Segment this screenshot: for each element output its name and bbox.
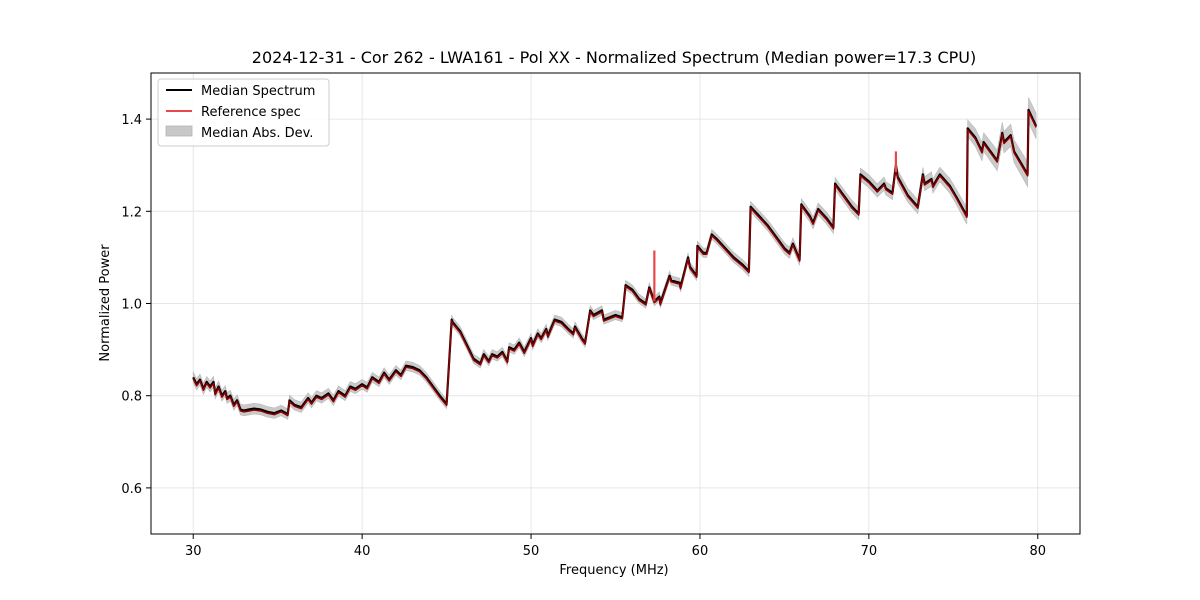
y-tick-label: 0.6 (121, 482, 142, 497)
x-tick-label: 50 (523, 544, 540, 559)
y-axis-label: Normalized Power (98, 244, 113, 362)
x-tick-label: 30 (185, 544, 202, 559)
x-axis-ticks: 30 40 50 60 70 80 (185, 534, 1046, 559)
y-tick-label: 1.2 (121, 205, 142, 220)
legend-mad-label: Median Abs. Dev. (201, 126, 313, 141)
x-tick-label: 40 (354, 544, 371, 559)
y-tick-label: 0.8 (121, 390, 142, 405)
legend-mad-swatch (165, 125, 193, 137)
x-tick-label: 80 (1029, 544, 1046, 559)
x-tick-label: 70 (861, 544, 878, 559)
x-tick-label: 60 (692, 544, 709, 559)
y-tick-label: 1.4 (121, 113, 142, 128)
legend: Median Spectrum Reference spec Median Ab… (157, 78, 330, 147)
legend-median-label: Median Spectrum (201, 84, 315, 99)
y-tick-label: 1.0 (121, 298, 142, 313)
y-axis-ticks: 0.6 0.8 1.0 1.2 1.4 (121, 113, 151, 497)
reference-spec-line (192, 110, 1037, 417)
reference-spikes (653, 151, 897, 302)
plot-content (192, 97, 1038, 420)
legend-box (157, 78, 330, 147)
chart-title: 2024-12-31 - Cor 262 - LWA161 - Pol XX -… (252, 48, 976, 67)
legend-reference-label: Reference spec (201, 105, 301, 120)
x-axis-label: Frequency (MHz) (559, 563, 668, 578)
